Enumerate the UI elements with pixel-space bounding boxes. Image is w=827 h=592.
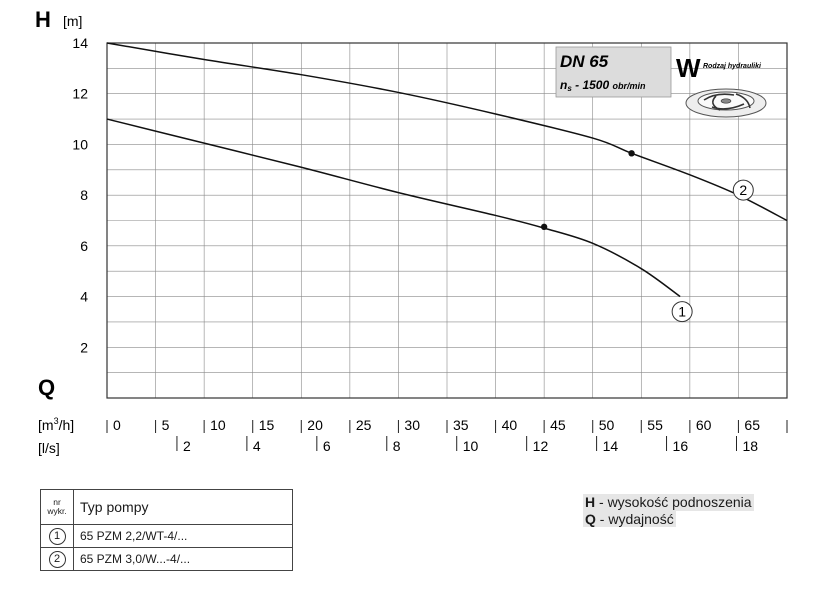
y-tick-labels: 2 4 6 8 10 12 14 — [72, 35, 88, 355]
legend-header-row: nr wykr. Typ pompy — [40, 489, 293, 525]
x-tick-label: 0 — [113, 417, 121, 433]
x-axis-unit-primary: [m3/h] — [38, 416, 74, 433]
curves: 12 — [106, 42, 788, 323]
x-secondary-tick-label: 2 — [183, 438, 191, 454]
y-tick-label: 4 — [80, 289, 88, 305]
pump-type: 65 PZM 3,0/W...-4/... — [73, 547, 293, 571]
x-secondary-tick-label: 4 — [253, 438, 261, 454]
h-legend-line: H - wysokość podnoszenia — [583, 494, 754, 511]
x-secondary-tick-label: 6 — [323, 438, 331, 454]
x-secondary-tick-label: 10 — [463, 438, 479, 454]
x-tick-label: 45 — [550, 417, 566, 433]
x-tick-label: 60 — [696, 417, 712, 433]
curve-label: 1 — [678, 304, 686, 320]
header-typ: Typ pompy — [73, 489, 293, 525]
curve-number-badge: 2 — [48, 550, 66, 568]
legend-table: nr wykr. Typ pompy 1 65 PZM 2,2/WT-4/...… — [40, 489, 293, 571]
grid — [107, 43, 787, 398]
x-tick-label: 55 — [647, 417, 663, 433]
x-tick-label: 35 — [453, 417, 469, 433]
dn-label: DN 65 — [560, 52, 609, 71]
curve-label-badge — [732, 179, 754, 201]
impeller-icon — [685, 88, 767, 118]
hydraulics-label: Rodzaj hydrauliki — [703, 63, 762, 70]
x-secondary-tick-label: 16 — [673, 438, 689, 454]
axis-legend: H - wysokość podnoszenia Q - wydajność — [583, 494, 754, 528]
x-tick-label: 20 — [307, 417, 323, 433]
legend-row: 2 65 PZM 3,0/W...-4/... — [40, 547, 293, 571]
x-tick-label: 50 — [599, 417, 615, 433]
x-axis-unit-secondary: [l/s] — [38, 440, 60, 456]
info-box — [555, 46, 672, 98]
operating-point-1 — [540, 223, 548, 231]
x-tick-label: 40 — [502, 417, 518, 433]
curve-label-badge — [671, 301, 693, 323]
y-tick-label: 6 — [80, 238, 88, 254]
x-secondary-tick-label: 14 — [603, 438, 619, 454]
x-tick-label: 10 — [210, 417, 226, 433]
y-tick-label: 10 — [72, 136, 88, 152]
curve-number-badge: 1 — [48, 527, 66, 545]
x-tick-label: 25 — [356, 417, 372, 433]
x-tick-label: 15 — [259, 417, 275, 433]
curve-2 — [106, 42, 788, 222]
q-legend-line: Q - wydajność — [583, 511, 676, 527]
x-tick-label: 65 — [744, 417, 760, 433]
y-tick-label: 8 — [80, 187, 88, 203]
y-tick-label: 2 — [80, 339, 88, 355]
ns-label: ns - 1500 obr/min — [560, 78, 646, 93]
x-axis-symbol: Q — [38, 375, 55, 400]
pump-type: 65 PZM 2,2/WT-4/... — [73, 524, 293, 548]
hydraulics-letter: W — [676, 53, 701, 83]
y-tick-label: 12 — [72, 86, 88, 102]
x-tick-label: 5 — [162, 417, 170, 433]
curve-1 — [106, 118, 681, 298]
x-tick-labels: 0 5 10 15 20 25 30 35 40 45 50 55 60 65 2 4 6 8 10 12 14 16 18 — [106, 417, 788, 454]
x-secondary-tick-label: 8 — [393, 438, 401, 454]
header-nr: nr wykr. — [40, 489, 74, 525]
y-axis-symbol: H — [35, 7, 51, 32]
y-tick-label: 14 — [72, 35, 88, 51]
x-secondary-tick-label: 12 — [533, 438, 549, 454]
x-secondary-tick-label: 18 — [742, 438, 758, 454]
operating-point-2 — [628, 150, 635, 157]
y-axis-unit: [m] — [63, 13, 82, 29]
x-tick-label: 30 — [404, 417, 420, 433]
legend-row: 1 65 PZM 2,2/WT-4/... — [40, 524, 293, 548]
curve-label: 2 — [739, 182, 747, 198]
